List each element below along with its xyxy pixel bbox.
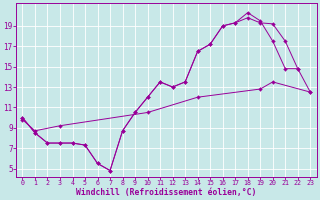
X-axis label: Windchill (Refroidissement éolien,°C): Windchill (Refroidissement éolien,°C) bbox=[76, 188, 257, 197]
